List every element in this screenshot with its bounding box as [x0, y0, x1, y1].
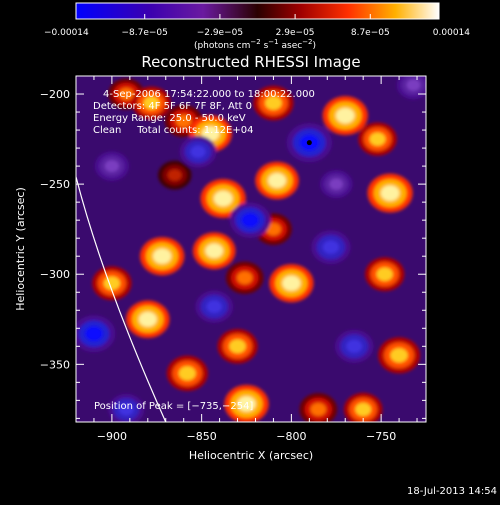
- axis-ticks: −900 −850 −800 −750 −200 −250 −300 −350: [40, 75, 426, 443]
- annotation-detectors: Detectors: 4F 5F 6F 7F 8F, Att 0: [93, 101, 252, 112]
- intensity-blob: [229, 202, 271, 238]
- intensity-blob: [92, 266, 132, 301]
- intensity-blob: [179, 135, 217, 168]
- chart-title: Reconstructed RHESSI Image: [141, 53, 360, 71]
- intensity-blob: [76, 315, 116, 353]
- colorbar-tick-label: 8.7e−05: [351, 28, 390, 38]
- x-tick-label: −850: [187, 430, 217, 443]
- annotation-energy: Energy Range: 25.0 - 50.0 keV: [93, 113, 246, 124]
- colorbar: [75, 2, 440, 20]
- intensity-blob: [322, 96, 368, 136]
- y-tick-label: −300: [40, 268, 70, 281]
- annotation-time: 4-Sep-2006 17:54:22.000 to 18:00:22.000: [103, 89, 315, 100]
- intensity-blob: [299, 393, 338, 422]
- intensity-blob: [255, 161, 299, 200]
- colorbar-ticks: −0.00014 −8.7e−05 −2.9e−05 2.9e−05 8.7e−05 0.…: [44, 14, 470, 38]
- annotation-peak: Position of Peak = [−735,−254]: [94, 401, 253, 412]
- intensity-blob: [343, 392, 383, 422]
- plot-frame: [75, 75, 427, 423]
- peak-marker: [306, 140, 312, 146]
- x-tick-label: −900: [97, 430, 127, 443]
- intensity-blob: [334, 329, 374, 363]
- intensity-blob: [311, 230, 351, 265]
- intensity-blob: [164, 104, 203, 138]
- intensity-blob: [139, 237, 185, 276]
- colorbar-tick-label: −2.9e−05: [197, 28, 243, 38]
- intensity-blob: [269, 264, 314, 303]
- solar-limb-arc: [76, 176, 167, 422]
- y-tick-label: −200: [40, 88, 70, 101]
- colorbar-tick-label: 0.00014: [433, 28, 470, 38]
- y-tick-label: −250: [40, 178, 70, 191]
- intensity-blob: [158, 160, 192, 190]
- annotation-method: Clean Total counts: 1.12E+04: [93, 125, 253, 136]
- footer-timestamp: 18-Jul-2013 14:54: [407, 486, 497, 497]
- x-tick-label: −750: [366, 430, 396, 443]
- intensity-blob: [378, 337, 421, 374]
- intensity-blob: [217, 329, 258, 364]
- x-tick-label: −800: [276, 430, 306, 443]
- y-axis-label: Heliocentric Y (arcsec): [14, 187, 27, 311]
- intensity-blob: [108, 393, 145, 422]
- colorbar-tick-label: 2.9e−05: [276, 28, 315, 38]
- intensity-blob: [358, 122, 397, 156]
- intensity-blob: [224, 384, 269, 422]
- intensity-blob: [253, 85, 294, 121]
- intensity-blob: [192, 232, 236, 270]
- intensity-blob: [319, 170, 353, 199]
- colorbar-tick-label: −8.7e−05: [122, 28, 168, 38]
- intensity-blob: [195, 290, 234, 323]
- intensity-blob: [225, 261, 264, 295]
- intensity-blob: [200, 179, 246, 219]
- colorbar-units: (photons cm−2 s−1 asec−2): [194, 38, 316, 51]
- intensity-blob: [126, 300, 170, 339]
- y-tick-label: −350: [40, 358, 70, 371]
- intensity-blob: [94, 151, 130, 181]
- intensity-blob: [166, 355, 208, 392]
- colorbar-tick-label: −0.00014: [44, 28, 89, 38]
- intensity-blob: [396, 76, 426, 100]
- intensity-blob: [367, 173, 413, 213]
- intensity-blob: [132, 86, 171, 120]
- intensity-blob: [365, 257, 405, 292]
- x-axis-label: Heliocentric X (arcsec): [189, 449, 313, 462]
